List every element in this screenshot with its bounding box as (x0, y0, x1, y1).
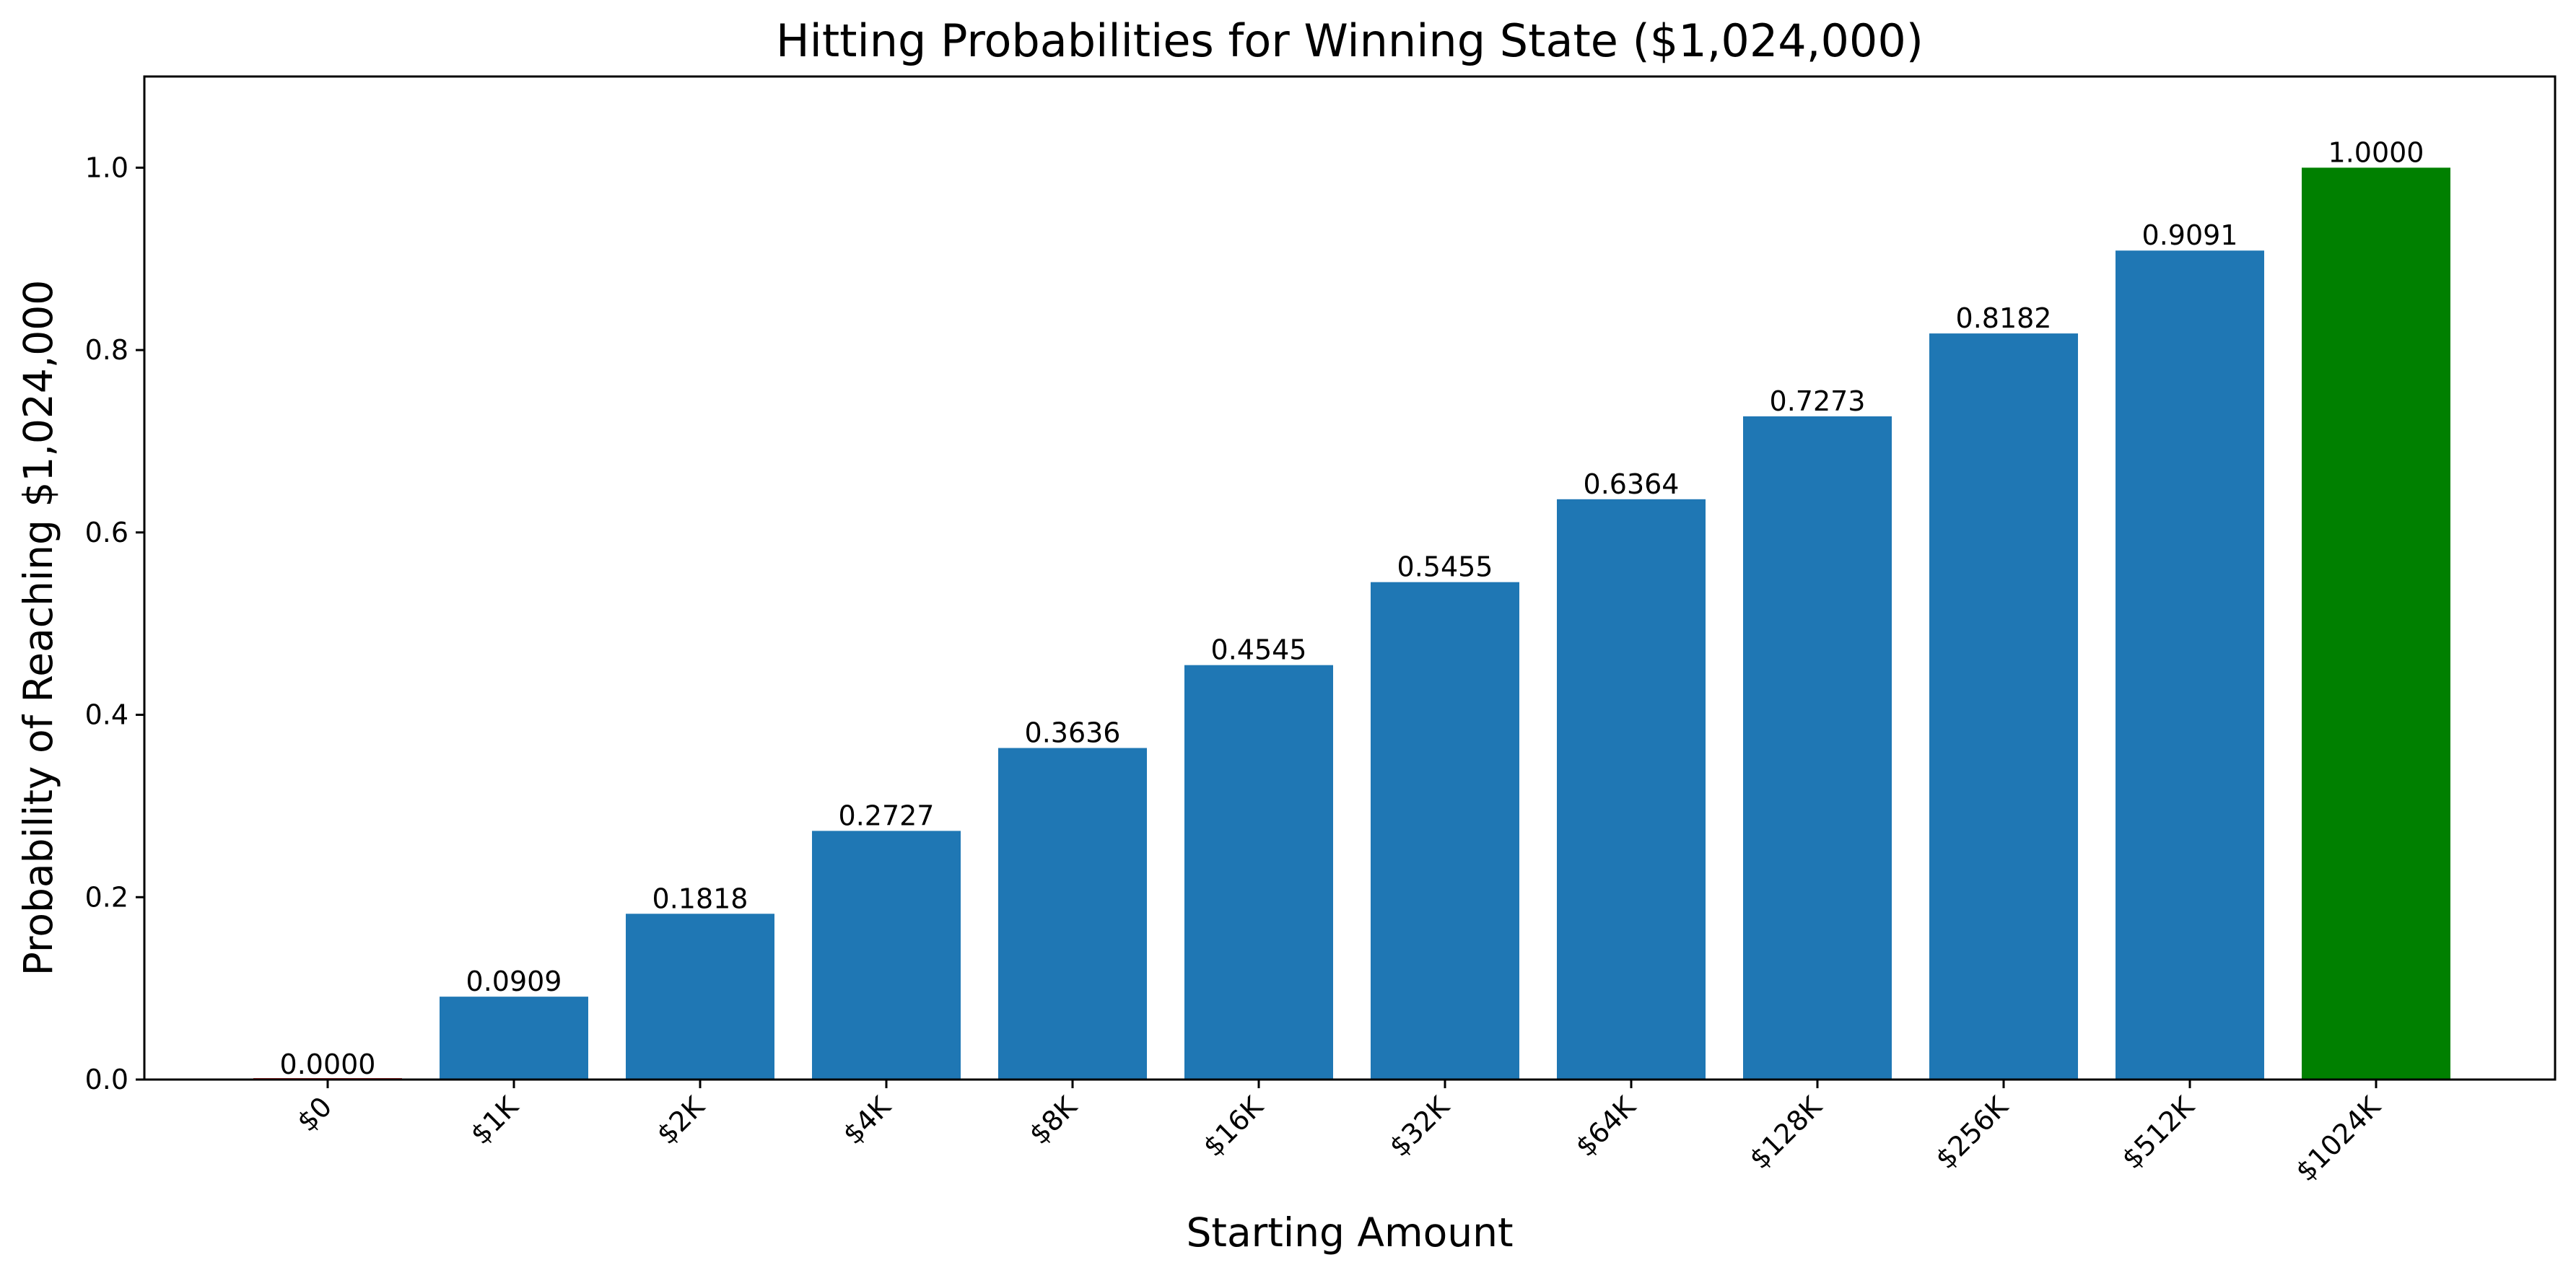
y-axis-label: Probability of Reaching $1,024,000 (15, 280, 61, 976)
y-tick-label: 0.4 (85, 699, 128, 731)
bar-value-label: 0.1818 (652, 883, 748, 914)
bar (440, 997, 588, 1080)
bar-value-label: 0.4545 (1211, 634, 1307, 666)
bar-value-label: 0.8182 (1956, 302, 2052, 334)
y-tick-label: 0.6 (85, 517, 128, 548)
bar-value-label: 0.9091 (2142, 219, 2238, 251)
x-tick-label: $256K (1929, 1090, 2014, 1175)
x-tick-label: $64K (1569, 1090, 1642, 1163)
bar-value-label: 0.0000 (280, 1049, 376, 1080)
x-axis-label: Starting Amount (1186, 1209, 1513, 1256)
y-axis: 0.0 0.2 0.4 0.6 0.8 1.0 (85, 152, 144, 1095)
x-tick-label: $0 (291, 1090, 338, 1137)
y-tick-label: 1.0 (85, 152, 128, 183)
x-tick-label: $4K (837, 1090, 897, 1150)
bar (626, 914, 774, 1080)
x-tick-label: $1024K (2289, 1090, 2387, 1187)
bar-value-label: 0.0909 (466, 966, 562, 997)
x-tick-label: $2K (650, 1090, 711, 1150)
bar-value-label: 0.3636 (1025, 717, 1121, 749)
bar-value-label: 0.2727 (839, 800, 935, 831)
y-tick-label: 0.8 (85, 334, 128, 366)
plot-frame (143, 75, 2557, 1081)
bar (1184, 665, 1333, 1080)
bar-value-label: 0.6364 (1584, 468, 1680, 500)
x-tick-label: $512K (2116, 1090, 2201, 1175)
bar (2116, 250, 2264, 1080)
bar (998, 748, 1147, 1080)
bar (1743, 416, 1892, 1080)
bar (812, 831, 961, 1080)
x-axis: $0 $1K $2K $4K $8K $16K $32K $64K $128K $256K $512… (291, 1080, 2387, 1187)
bar-value-label: 1.0000 (2328, 136, 2424, 168)
chart-title: Hitting Probabilities for Winning State … (776, 14, 1924, 67)
bar (1557, 499, 1706, 1080)
y-tick-label: 0.0 (85, 1064, 128, 1095)
y-tick-label: 0.2 (85, 881, 128, 913)
bar-value-label: 0.7273 (1770, 385, 1866, 417)
x-tick-label: $128K (1743, 1090, 1828, 1175)
x-tick-label: $8K (1023, 1090, 1083, 1150)
bar (1371, 582, 1519, 1080)
data-labels-group: 0.0000 0.0909 0.1818 0.2727 0.3636 0.4545 0.54… (280, 136, 2424, 1080)
x-tick-label: $1K (464, 1090, 525, 1150)
bar-value-label: 0.5455 (1397, 551, 1493, 583)
bar (2302, 167, 2450, 1080)
bars-group (253, 167, 2450, 1080)
x-tick-label: $16K (1197, 1090, 1270, 1163)
x-tick-label: $32K (1383, 1090, 1456, 1163)
bar (1929, 333, 2078, 1080)
